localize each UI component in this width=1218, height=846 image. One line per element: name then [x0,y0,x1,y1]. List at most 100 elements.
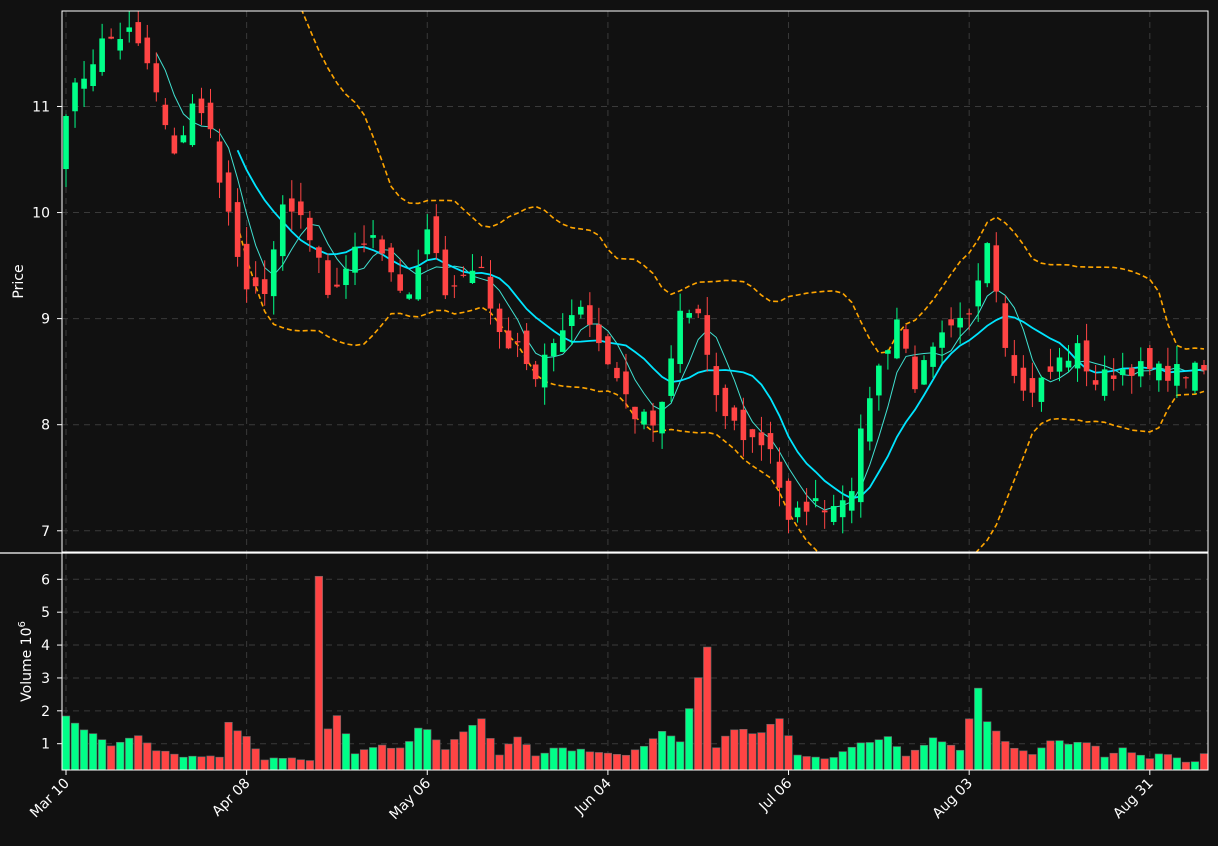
candle [785,478,792,534]
volume-bar [1199,753,1209,771]
candle [894,307,900,360]
candle-body [993,245,1000,292]
candle [930,342,936,378]
candle-body [830,506,837,522]
price-ytick-label: 9 [41,312,50,328]
candle-body [1174,364,1180,386]
candle-body [523,330,530,365]
volume-ytick-label: 4 [41,638,50,654]
volume-bar [206,755,215,771]
candle [912,345,918,393]
volume-bar [576,748,585,771]
candle-body [1029,378,1036,393]
candle [1110,358,1117,391]
price-ytick-label: 8 [41,418,50,434]
candle-body [307,217,313,241]
candle [559,313,566,353]
volume-bar [1037,747,1046,771]
candle [1011,339,1018,384]
candle [307,210,313,252]
candle-body [135,22,142,44]
candle-body [406,294,413,299]
candle [1083,323,1090,387]
volume-bar [459,731,468,771]
candle-body [496,308,503,333]
candle-body [559,330,566,352]
candle [803,488,810,526]
volume-bar [1046,740,1055,771]
volume-bar [558,747,567,771]
volume-exponent-base: 10 [19,628,35,646]
candle [1183,376,1189,389]
candle [1047,348,1054,380]
candle [975,263,982,322]
volume-bar [892,746,902,771]
candle-body [388,247,394,273]
candle [641,409,647,430]
candle-body [1101,369,1108,396]
volume-bar [368,747,378,771]
volume-bar [1082,742,1091,771]
candle-body [415,267,422,300]
volume-bar [242,736,251,771]
volume-ytick-label: 2 [41,704,50,720]
volume-bar [1073,741,1082,771]
candle [415,249,422,301]
volume-bar [233,730,242,771]
candle [830,494,837,526]
candle-body [279,204,286,257]
candle [496,303,503,349]
candle [487,260,494,325]
candle [469,254,476,285]
candle [81,61,87,107]
candle-body [1047,366,1054,372]
candle [198,87,205,126]
candle [1056,347,1063,382]
candle [857,414,864,518]
candle [370,220,376,249]
candle-body [578,306,584,315]
candle [587,292,593,338]
candle-body [325,260,331,295]
xtick-label: Apr 08 [209,776,253,820]
candle-body [1038,377,1045,402]
volume-panel-frame [61,552,1209,771]
volume-bar [865,742,874,771]
candle [650,402,656,442]
volume-bar [657,731,667,771]
candle-body [605,336,611,365]
volume-bar [784,735,793,771]
candle [921,355,927,385]
volume-axis-label: Volume 106 [17,621,35,702]
candle [325,253,331,299]
candle-body [270,249,277,297]
candle [352,232,358,286]
candle [225,160,232,226]
volume-bar [549,747,558,771]
volume-bar [134,735,143,771]
candle-body [1165,365,1171,381]
candle-body [352,246,358,273]
volume-bar [883,736,892,771]
volume-bar [350,753,360,771]
candle-body [623,371,629,395]
candle-body [144,37,151,64]
volume-bar [323,728,333,771]
volume-exponent-power: 6 [17,621,28,627]
candle-body [867,398,873,442]
candle-body [821,510,828,513]
candle [659,401,665,449]
candle [532,360,539,387]
candle [1137,347,1144,388]
volume-bar [648,738,658,771]
volume-bar [820,758,829,771]
volume-bar [956,749,965,771]
volume-bar [811,756,820,771]
volume-bar [305,760,314,771]
volume-bar [1091,745,1100,771]
volume-bar [251,748,260,771]
candle-body [180,135,187,143]
candle-body [614,367,620,379]
candle-body [930,346,936,367]
